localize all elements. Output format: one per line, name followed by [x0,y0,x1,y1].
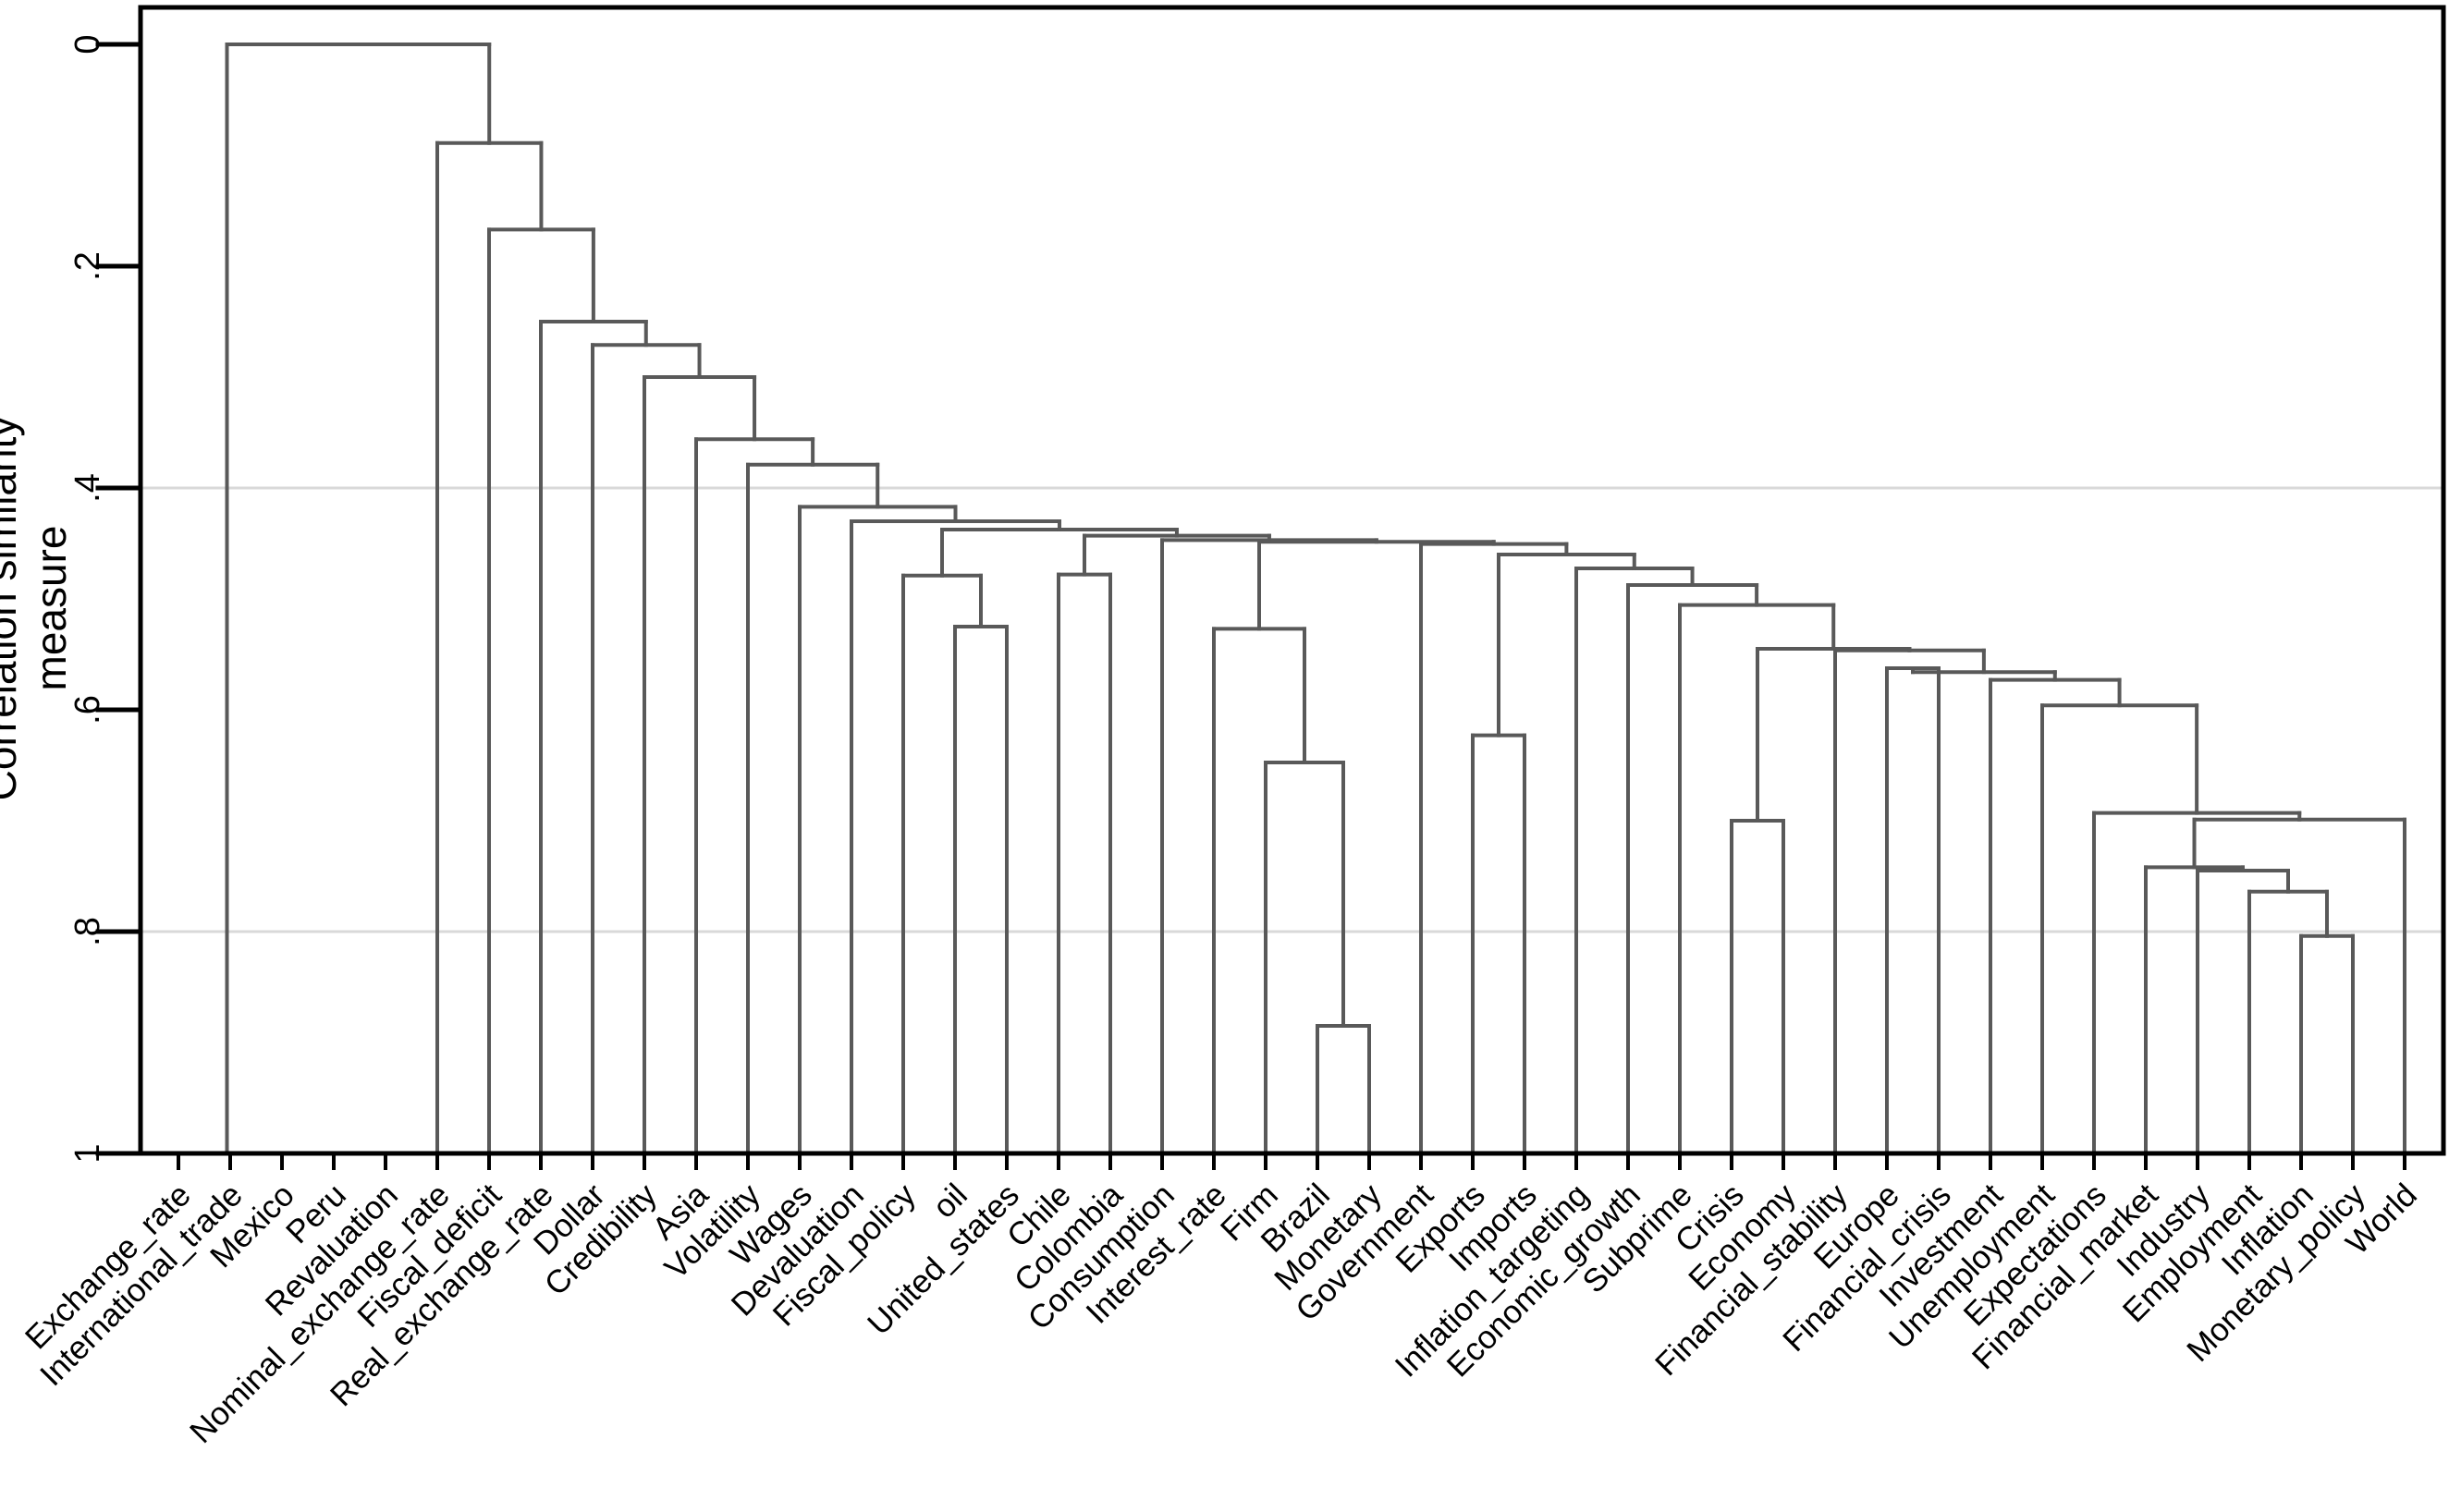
y-axis-title: Correlation similarity measure [0,415,75,801]
dendrogram-tree [177,43,2406,1155]
y-tick-label: 1 [68,1143,107,1164]
y-tick-label: .4 [68,473,107,503]
y-tick-label: .2 [68,251,107,281]
gridlines [139,486,2445,933]
axes [95,5,2446,1170]
y-tick-label: 0 [68,34,107,55]
plot-border [138,5,2446,1156]
y-tick-label: .6 [68,695,107,725]
y-tick-label: .8 [68,917,107,946]
